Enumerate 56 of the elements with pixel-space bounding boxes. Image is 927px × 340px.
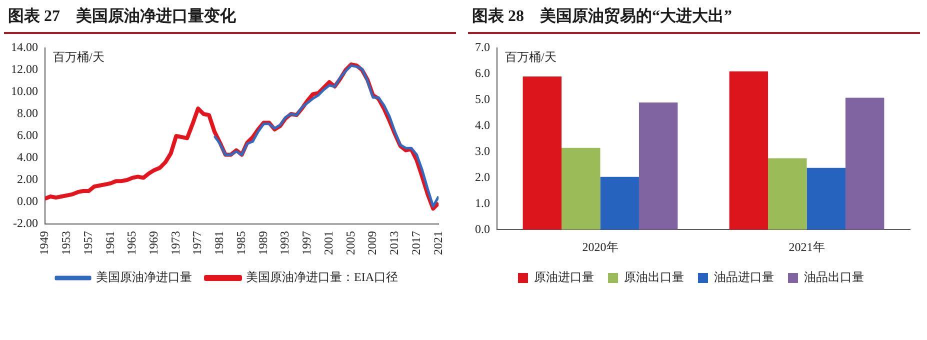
x-tick-label: 1985	[234, 231, 248, 255]
legend-label: 美国原油净进口量：EIA口径	[246, 270, 398, 284]
x-tick-label: 2005	[343, 231, 358, 255]
bar	[729, 71, 768, 230]
y-tick-label: 0.0	[475, 222, 490, 236]
legend-label: 原油出口量	[624, 270, 684, 284]
x-tick-label: 1993	[278, 231, 292, 255]
x-tick-label: 1953	[59, 231, 74, 255]
y-tick-label: 8.00	[17, 106, 38, 120]
x-tick-label: 1949	[37, 231, 52, 255]
bar	[600, 176, 639, 230]
x-tick-label: 2013	[387, 231, 402, 255]
x-tick-label: 2001	[321, 231, 336, 255]
bar	[806, 168, 846, 230]
legend-label: 油品出口量	[804, 270, 864, 284]
x-tick-label: 2020年	[582, 240, 618, 254]
legend-label: 美国原油净进口量	[96, 270, 192, 284]
x-tick-label: 2009	[365, 231, 380, 255]
y-axis-title: 百万桶/天	[505, 50, 556, 64]
y-tick-label: 14.00	[11, 40, 38, 54]
bar	[522, 76, 562, 230]
x-tick-label: 1965	[124, 231, 139, 255]
y-tick-label: 4.0	[475, 118, 490, 132]
y-tick-label: 12.00	[11, 62, 38, 76]
x-tick-label: 1969	[146, 231, 160, 255]
legend-label: 油品进口量	[714, 270, 774, 284]
x-tick-label: 1973	[168, 231, 182, 255]
y-tick-label: 7.0	[475, 40, 490, 54]
y-tick-label: -2.00	[13, 216, 38, 230]
x-tick-label: 1961	[102, 231, 117, 255]
bar	[845, 98, 884, 230]
y-axis-title: 百万桶/天	[53, 50, 104, 64]
bar	[638, 102, 678, 230]
x-tick-label: 2021年	[788, 240, 825, 254]
y-tick-label: 3.0	[475, 144, 490, 158]
x-tick-label: 1977	[190, 231, 204, 255]
y-tick-label: 2.0	[475, 170, 490, 184]
y-tick-label: 0.00	[17, 194, 38, 208]
y-tick-label: 10.00	[11, 84, 38, 98]
x-tick-label: 2021	[430, 231, 445, 255]
y-tick-label: 2.00	[17, 172, 38, 186]
y-tick-label: 5.0	[475, 92, 490, 106]
x-tick-label: 1997	[300, 231, 314, 255]
x-tick-label: 1957	[80, 231, 95, 255]
x-tick-label: 1981	[212, 231, 226, 255]
y-tick-label: 4.00	[17, 150, 38, 164]
x-tick-label: 1989	[256, 231, 270, 255]
chart-title: 图表 27 美国原油净进口量变化	[4, 4, 456, 34]
y-tick-label: 1.0	[475, 196, 490, 210]
y-tick-label: 6.0	[475, 66, 490, 80]
chart-title: 图表 28 美国原油贸易的“大进大出”	[468, 4, 920, 34]
y-tick-label: 6.00	[17, 128, 38, 142]
legend-label: 原油进口量	[534, 270, 594, 284]
bar	[562, 148, 600, 230]
bar	[768, 158, 807, 230]
x-tick-label: 2017	[408, 231, 423, 255]
